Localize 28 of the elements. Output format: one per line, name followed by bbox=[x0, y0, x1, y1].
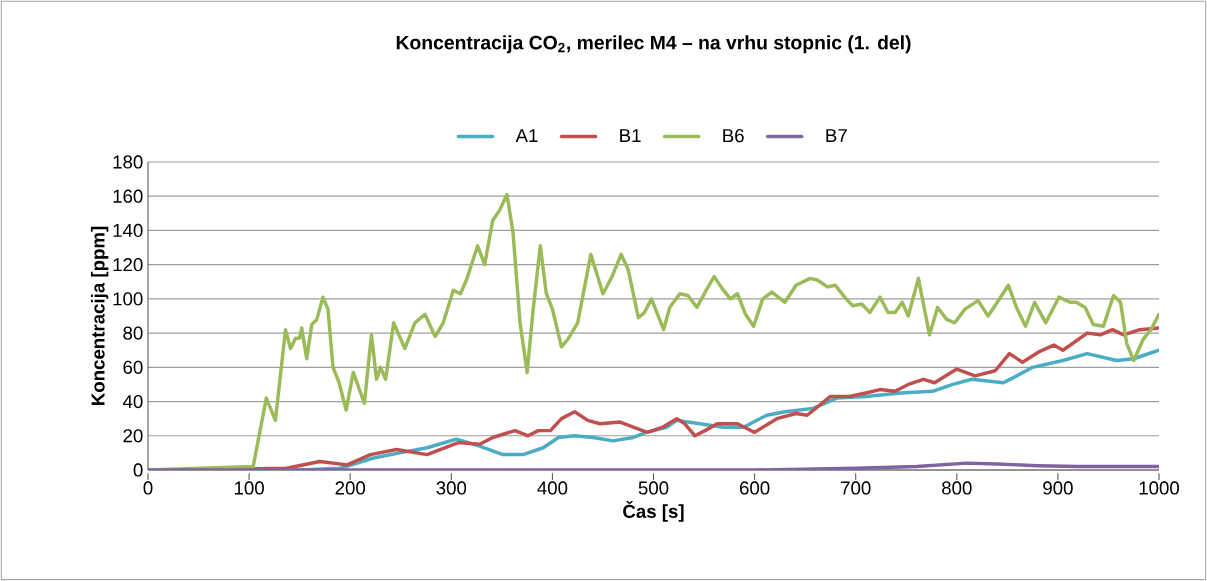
y-tick-label: 0 bbox=[133, 463, 143, 477]
y-tick-label: 80 bbox=[123, 326, 143, 340]
x-tick-label: 1000 bbox=[1139, 481, 1180, 495]
legend-label: B7 bbox=[826, 129, 847, 142]
y-axis-title: Koncentracija [ppm] bbox=[90, 226, 109, 405]
x-tick-label: 600 bbox=[739, 481, 770, 495]
y-tick-label: 60 bbox=[123, 360, 143, 374]
y-tick-label: 120 bbox=[113, 258, 143, 272]
x-tick-label: 500 bbox=[638, 481, 669, 495]
y-tick-label: 180 bbox=[113, 155, 143, 169]
legend-label: A1 bbox=[515, 129, 538, 142]
x-tick-label: 900 bbox=[1043, 481, 1073, 495]
y-tick-label: 20 bbox=[123, 429, 143, 443]
y-tick-label: 100 bbox=[113, 292, 143, 306]
x-tick-label: 0 bbox=[143, 481, 153, 495]
x-tick-label: 300 bbox=[436, 481, 467, 495]
chart-title: Koncentracija CO$_{2}$, merilec M4 – na vrhu stopnic (1. del) bbox=[396, 35, 911, 54]
y-tick-label: 140 bbox=[113, 223, 143, 238]
x-tick-label: 200 bbox=[335, 481, 366, 495]
x-tick-label: 100 bbox=[234, 481, 264, 495]
x-axis-title: Čas [s] bbox=[623, 501, 684, 522]
y-tick-label: 160 bbox=[113, 189, 143, 203]
legend-label: B6 bbox=[723, 129, 744, 143]
y-tick-label: 40 bbox=[122, 394, 143, 409]
x-tick-label: 400 bbox=[537, 481, 568, 495]
x-tick-label: 700 bbox=[841, 481, 871, 495]
legend-label: B1 bbox=[620, 129, 641, 142]
x-tick-label: 800 bbox=[942, 481, 972, 495]
